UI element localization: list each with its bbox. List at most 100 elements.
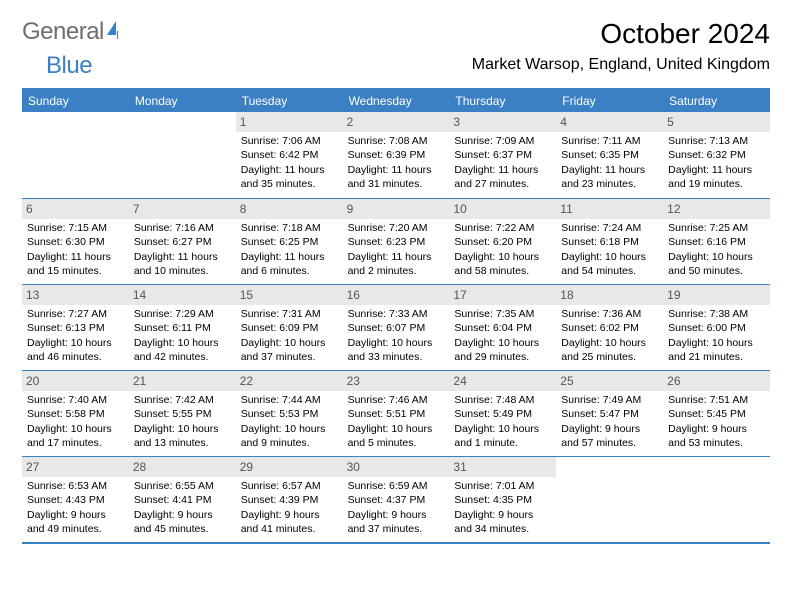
daylight-text: Daylight: 10 hours and 21 minutes. — [668, 336, 765, 364]
day-info: Sunrise: 7:27 AMSunset: 6:13 PMDaylight:… — [27, 307, 124, 364]
day-info: Sunrise: 7:25 AMSunset: 6:16 PMDaylight:… — [668, 221, 765, 278]
day-header: Friday — [556, 90, 663, 112]
day-info: Sunrise: 7:51 AMSunset: 5:45 PMDaylight:… — [668, 393, 765, 450]
daylight-text: Daylight: 10 hours and 46 minutes. — [27, 336, 124, 364]
sunset-text: Sunset: 6:16 PM — [668, 235, 765, 249]
day-number: 24 — [449, 371, 556, 391]
day-header: Sunday — [22, 90, 129, 112]
sunset-text: Sunset: 5:51 PM — [348, 407, 445, 421]
daylight-text: Daylight: 9 hours and 49 minutes. — [27, 508, 124, 536]
sunset-text: Sunset: 4:43 PM — [27, 493, 124, 507]
sunrise-text: Sunrise: 7:48 AM — [454, 393, 551, 407]
day-number: 5 — [663, 112, 770, 132]
calendar-cell — [663, 456, 770, 542]
sunrise-text: Sunrise: 7:31 AM — [241, 307, 338, 321]
calendar-cell: 12Sunrise: 7:25 AMSunset: 6:16 PMDayligh… — [663, 198, 770, 284]
daylight-text: Daylight: 10 hours and 54 minutes. — [561, 250, 658, 278]
location-text: Market Warsop, England, United Kingdom — [472, 56, 770, 74]
calendar-cell: 7Sunrise: 7:16 AMSunset: 6:27 PMDaylight… — [129, 198, 236, 284]
logo-square-icon — [117, 31, 118, 39]
calendar-cell: 16Sunrise: 7:33 AMSunset: 6:07 PMDayligh… — [343, 284, 450, 370]
calendar-cell: 27Sunrise: 6:53 AMSunset: 4:43 PMDayligh… — [22, 456, 129, 542]
title-block: October 2024 Market Warsop, England, Uni… — [472, 18, 770, 74]
logo-triangle-icon — [107, 21, 116, 35]
sunset-text: Sunset: 5:55 PM — [134, 407, 231, 421]
sunset-text: Sunset: 6:13 PM — [27, 321, 124, 335]
day-info: Sunrise: 7:16 AMSunset: 6:27 PMDaylight:… — [134, 221, 231, 278]
daylight-text: Daylight: 10 hours and 37 minutes. — [241, 336, 338, 364]
calendar-cell — [556, 456, 663, 542]
daylight-text: Daylight: 11 hours and 23 minutes. — [561, 163, 658, 191]
daylight-text: Daylight: 9 hours and 34 minutes. — [454, 508, 551, 536]
sunset-text: Sunset: 6:23 PM — [348, 235, 445, 249]
sunset-text: Sunset: 6:32 PM — [668, 148, 765, 162]
day-info: Sunrise: 7:36 AMSunset: 6:02 PMDaylight:… — [561, 307, 658, 364]
calendar-cell: 23Sunrise: 7:46 AMSunset: 5:51 PMDayligh… — [343, 370, 450, 456]
calendar-cell: 4Sunrise: 7:11 AMSunset: 6:35 PMDaylight… — [556, 112, 663, 198]
day-info: Sunrise: 6:59 AMSunset: 4:37 PMDaylight:… — [348, 479, 445, 536]
day-number: 31 — [449, 457, 556, 477]
calendar-cell: 14Sunrise: 7:29 AMSunset: 6:11 PMDayligh… — [129, 284, 236, 370]
sunrise-text: Sunrise: 7:40 AM — [27, 393, 124, 407]
calendar-cell: 28Sunrise: 6:55 AMSunset: 4:41 PMDayligh… — [129, 456, 236, 542]
day-number: 19 — [663, 285, 770, 305]
logo: General — [22, 18, 127, 46]
day-number: 2 — [343, 112, 450, 132]
sunset-text: Sunset: 6:02 PM — [561, 321, 658, 335]
calendar-cell — [129, 112, 236, 198]
sunrise-text: Sunrise: 7:33 AM — [348, 307, 445, 321]
day-number: 22 — [236, 371, 343, 391]
daylight-text: Daylight: 10 hours and 25 minutes. — [561, 336, 658, 364]
sunset-text: Sunset: 4:41 PM — [134, 493, 231, 507]
sunrise-text: Sunrise: 6:55 AM — [134, 479, 231, 493]
sunrise-text: Sunrise: 7:13 AM — [668, 134, 765, 148]
daylight-text: Daylight: 10 hours and 58 minutes. — [454, 250, 551, 278]
day-number: 29 — [236, 457, 343, 477]
day-number: 27 — [22, 457, 129, 477]
daylight-text: Daylight: 11 hours and 19 minutes. — [668, 163, 765, 191]
calendar-cell — [22, 112, 129, 198]
day-number: 14 — [129, 285, 236, 305]
day-number: 7 — [129, 199, 236, 219]
day-number: 10 — [449, 199, 556, 219]
sunset-text: Sunset: 5:58 PM — [27, 407, 124, 421]
day-info: Sunrise: 7:01 AMSunset: 4:35 PMDaylight:… — [454, 479, 551, 536]
day-header: Tuesday — [236, 90, 343, 112]
calendar-cell: 18Sunrise: 7:36 AMSunset: 6:02 PMDayligh… — [556, 284, 663, 370]
calendar-cell: 15Sunrise: 7:31 AMSunset: 6:09 PMDayligh… — [236, 284, 343, 370]
daylight-text: Daylight: 10 hours and 13 minutes. — [134, 422, 231, 450]
day-number: 8 — [236, 199, 343, 219]
day-info: Sunrise: 7:08 AMSunset: 6:39 PMDaylight:… — [348, 134, 445, 191]
day-info: Sunrise: 7:44 AMSunset: 5:53 PMDaylight:… — [241, 393, 338, 450]
day-number: 25 — [556, 371, 663, 391]
sunrise-text: Sunrise: 7:25 AM — [668, 221, 765, 235]
day-info: Sunrise: 7:35 AMSunset: 6:04 PMDaylight:… — [454, 307, 551, 364]
calendar-cell: 20Sunrise: 7:40 AMSunset: 5:58 PMDayligh… — [22, 370, 129, 456]
sunset-text: Sunset: 6:37 PM — [454, 148, 551, 162]
day-info: Sunrise: 7:49 AMSunset: 5:47 PMDaylight:… — [561, 393, 658, 450]
daylight-text: Daylight: 9 hours and 41 minutes. — [241, 508, 338, 536]
calendar: SundayMondayTuesdayWednesdayThursdayFrid… — [22, 88, 770, 544]
day-info: Sunrise: 7:38 AMSunset: 6:00 PMDaylight:… — [668, 307, 765, 364]
sunset-text: Sunset: 6:25 PM — [241, 235, 338, 249]
calendar-cell: 5 Sunrise: 7:13 AMSunset: 6:32 PMDaylight… — [663, 112, 770, 198]
sunrise-text: Sunrise: 7:18 AM — [241, 221, 338, 235]
sunset-text: Sunset: 5:45 PM — [668, 407, 765, 421]
sunset-text: Sunset: 6:39 PM — [348, 148, 445, 162]
daylight-text: Daylight: 9 hours and 37 minutes. — [348, 508, 445, 536]
day-number: 9 — [343, 199, 450, 219]
daylight-text: Daylight: 10 hours and 9 minutes. — [241, 422, 338, 450]
calendar-cell: 17Sunrise: 7:35 AMSunset: 6:04 PMDayligh… — [449, 284, 556, 370]
sunrise-text: Sunrise: 7:16 AM — [134, 221, 231, 235]
sunset-text: Sunset: 6:04 PM — [454, 321, 551, 335]
calendar-cell: 1Sunrise: 7:06 AMSunset: 6:42 PMDaylight… — [236, 112, 343, 198]
calendar-cell: 10Sunrise: 7:22 AMSunset: 6:20 PMDayligh… — [449, 198, 556, 284]
sunrise-text: Sunrise: 7:01 AM — [454, 479, 551, 493]
sunset-text: Sunset: 6:30 PM — [27, 235, 124, 249]
sunset-text: Sunset: 4:37 PM — [348, 493, 445, 507]
daylight-text: Daylight: 10 hours and 29 minutes. — [454, 336, 551, 364]
sunset-text: Sunset: 6:20 PM — [454, 235, 551, 249]
day-number: 4 — [556, 112, 663, 132]
day-number: 11 — [556, 199, 663, 219]
daylight-text: Daylight: 9 hours and 45 minutes. — [134, 508, 231, 536]
